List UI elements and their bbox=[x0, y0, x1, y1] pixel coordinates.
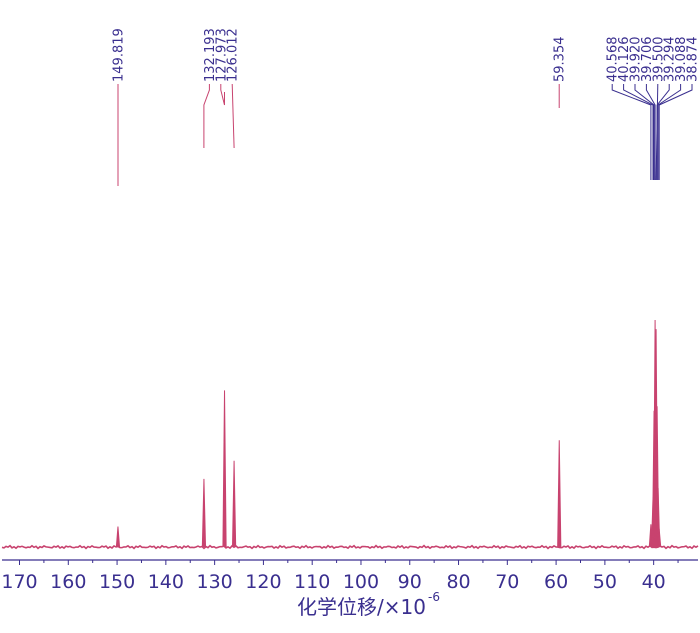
peak-label-connector bbox=[611, 84, 652, 180]
spectrum-peak bbox=[201, 478, 207, 548]
spectrum-peak bbox=[115, 526, 121, 548]
peak-label-connector bbox=[657, 84, 682, 180]
x-axis-ticks: 170 160 150 140 130 120 110 100 90 80 70 60 50 40 bbox=[1, 560, 679, 593]
spectrum-baseline bbox=[1, 544, 699, 550]
peak-label: 40.568 bbox=[606, 37, 621, 83]
x-axis-title-exponent: -6 bbox=[428, 590, 440, 604]
x-axis-tick-label: 120 bbox=[245, 571, 281, 593]
x-axis-tick-label: 50 bbox=[593, 571, 617, 593]
peak-label: 126.012 bbox=[226, 28, 241, 82]
peak-label-connector bbox=[231, 83, 235, 149]
peak-label-connector bbox=[634, 84, 655, 180]
x-axis-tick-label: 60 bbox=[544, 571, 568, 593]
x-axis-title: 化学位移/×10 bbox=[297, 595, 426, 619]
peak-label: 40.126 bbox=[617, 37, 632, 83]
x-axis-tick-label: 100 bbox=[343, 571, 379, 593]
x-axis-tick-label: 90 bbox=[398, 571, 422, 593]
spectrum-peak bbox=[657, 528, 662, 548]
spectrum-peaks bbox=[115, 319, 662, 548]
peak-label: 38.874 bbox=[686, 37, 700, 83]
peak-label-connector bbox=[220, 84, 225, 106]
x-axis-tick-label: 130 bbox=[197, 571, 233, 593]
peak-label: 39.088 bbox=[674, 37, 689, 83]
x-axis-tick-label: 140 bbox=[148, 571, 184, 593]
peak-label: 39.294 bbox=[663, 37, 678, 83]
peak-label-connector bbox=[645, 84, 656, 180]
peak-label-connector bbox=[658, 84, 693, 180]
x-axis-tick-label: 80 bbox=[446, 571, 470, 593]
x-axis-tick-label: 160 bbox=[50, 571, 86, 593]
x-axis: 170 160 150 140 130 120 110 100 90 80 70 60 50 40 化学位… bbox=[1, 559, 698, 619]
spectrum-peak bbox=[557, 440, 562, 548]
x-axis-tick-label: 70 bbox=[495, 571, 519, 593]
spectrum-peak bbox=[222, 390, 227, 548]
peak-label: 132.193 bbox=[203, 28, 218, 82]
x-axis-tick-label: 110 bbox=[294, 571, 330, 593]
peak-label: 127.973 bbox=[214, 28, 229, 82]
peak-label-connector bbox=[656, 84, 670, 180]
peak-label-connector bbox=[623, 84, 654, 180]
x-axis-tick-label: 150 bbox=[99, 571, 135, 593]
peak-label: 39.920 bbox=[629, 37, 644, 83]
peak-label: 59.354 bbox=[553, 37, 568, 83]
peak-label: 149.819 bbox=[112, 28, 127, 82]
peak-label-connector bbox=[203, 84, 210, 148]
spectrum-peak bbox=[231, 460, 237, 548]
x-axis-tick-label: 170 bbox=[1, 571, 37, 593]
peak-label: 39.706 bbox=[640, 37, 655, 83]
spectrum-plot bbox=[1, 319, 699, 550]
x-axis-tick-label: 40 bbox=[642, 571, 666, 593]
peak-label: 39.500 bbox=[651, 37, 666, 83]
